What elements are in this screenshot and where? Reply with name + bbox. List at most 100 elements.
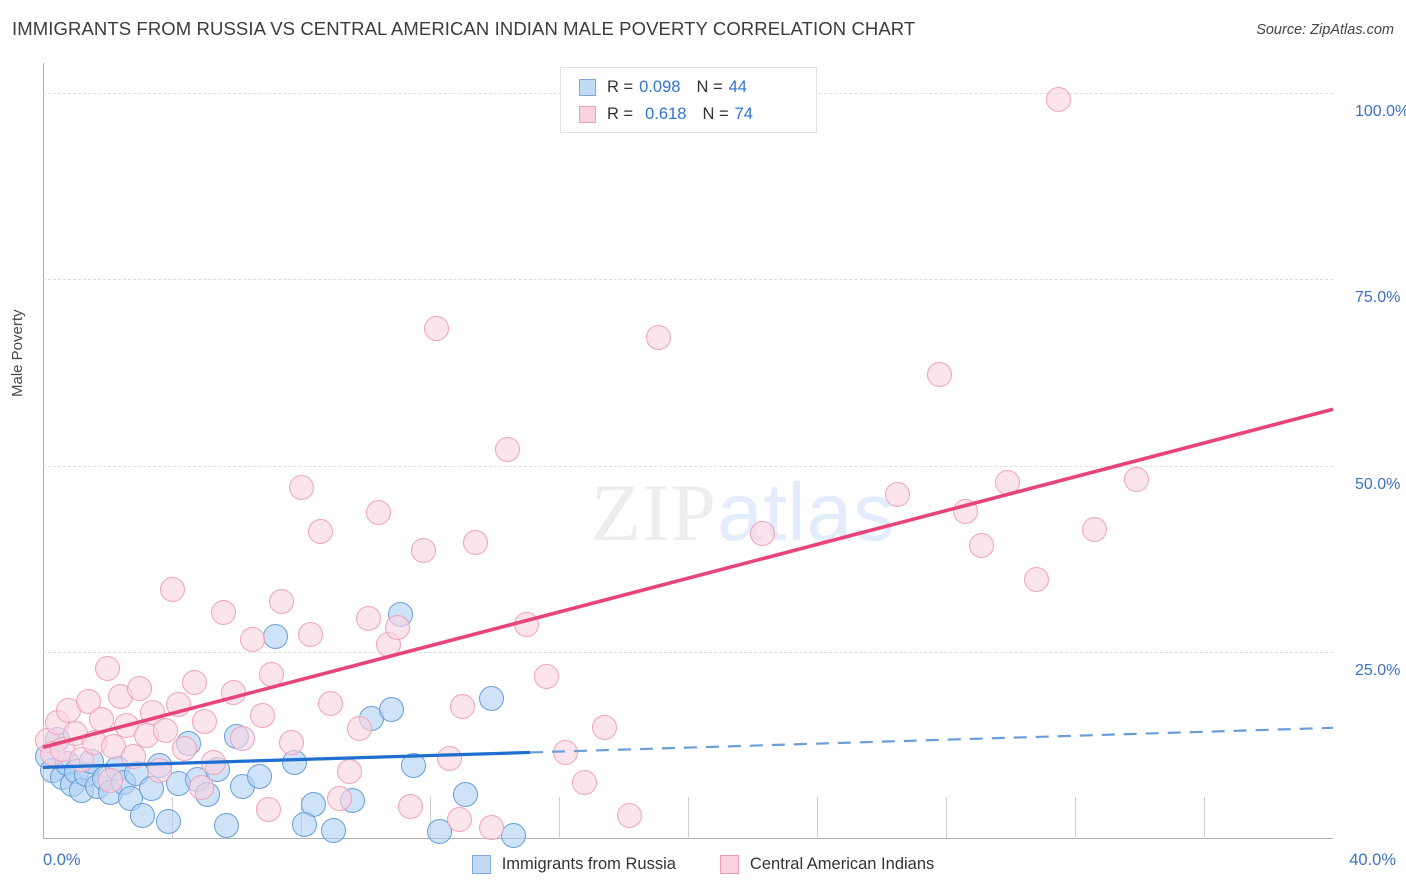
trendline-russia-dashed [529, 726, 1334, 754]
stats-row-pink: R = 0.618 N = 74 [579, 101, 816, 128]
scatter-point[interactable] [446, 807, 472, 833]
legend-item-russia[interactable]: Immigrants from Russia [471, 854, 676, 874]
scatter-point[interactable] [317, 690, 343, 716]
scatter-point[interactable] [494, 437, 520, 462]
scatter-point[interactable] [336, 758, 362, 784]
scatter-point[interactable] [327, 786, 353, 812]
series-legend: Immigrants from Russia Central American … [0, 848, 1406, 880]
scatter-point[interactable] [501, 822, 527, 848]
scatter-point[interactable] [291, 811, 317, 837]
trendline-russia-solid [42, 750, 531, 769]
scatter-point[interactable] [478, 815, 504, 841]
scatter-point[interactable] [378, 696, 404, 722]
scatter-point[interactable] [288, 475, 314, 501]
scatter-point[interactable] [462, 529, 488, 555]
series-swatch-blue [579, 79, 596, 96]
scatter-point[interactable] [572, 769, 598, 795]
trend-lines [42, 407, 1334, 769]
scatter-point[interactable] [156, 809, 182, 835]
scatter-point[interactable] [214, 813, 240, 839]
x-tick-5 [688, 797, 689, 839]
scatter-point[interactable] [191, 708, 217, 734]
x-tick-7 [946, 797, 947, 839]
scatter-point[interactable] [230, 725, 256, 751]
scatter-point[interactable] [411, 538, 437, 564]
scatter-point[interactable] [307, 519, 333, 545]
scatter-point[interactable] [188, 775, 214, 800]
scatter-point[interactable] [278, 730, 304, 756]
y-tick-label-50: 50.0% [1355, 475, 1401, 493]
y-tick-label-75: 75.0% [1355, 289, 1401, 307]
y-tick-label-25: 25.0% [1355, 662, 1401, 680]
source-label: Source: ZipAtlas.com [1256, 22, 1394, 38]
scatter-point[interactable] [298, 622, 324, 648]
scatter-point[interactable] [398, 794, 424, 820]
x-tick-9 [1204, 797, 1205, 839]
scatter-point[interactable] [478, 686, 504, 712]
trendline-central-american-indians [42, 407, 1334, 749]
scatter-point[interactable] [885, 481, 911, 507]
scatter-point[interactable] [130, 803, 156, 829]
x-tick-8 [1075, 797, 1076, 839]
scatter-point[interactable] [249, 703, 275, 729]
scatter-point[interactable] [591, 714, 617, 740]
scatter-point[interactable] [56, 698, 82, 724]
n-value-pink: 74 [734, 105, 753, 123]
scatter-point[interactable] [172, 736, 198, 762]
stats-row-blue: R = 0.098 N = 44 [579, 74, 816, 101]
scatter-point[interactable] [968, 532, 994, 558]
gridline-50 [43, 465, 1333, 467]
r-label-blue: R = [607, 78, 634, 96]
scatter-point[interactable] [617, 802, 643, 828]
scatter-point[interactable] [240, 626, 266, 652]
y-axis-line [43, 63, 44, 839]
r-value-pink: 0.618 [645, 105, 687, 123]
scatter-point[interactable] [127, 675, 153, 701]
n-label-blue: N = [696, 78, 723, 96]
scatter-point[interactable] [1123, 466, 1149, 492]
legend-swatch-russia [471, 854, 491, 874]
scatter-point[interactable] [153, 717, 179, 743]
scatter-point[interactable] [256, 797, 282, 823]
legend-swatch-central-american-indians [719, 854, 739, 874]
legend-label-central-american-indians: Central American Indians [749, 854, 935, 873]
scatter-point[interactable] [449, 694, 475, 720]
scatter-point[interactable] [365, 499, 391, 525]
scatter-point[interactable] [246, 763, 272, 789]
scatter-point[interactable] [211, 599, 237, 625]
x-axis-min-label: 0.0% [43, 851, 81, 869]
series-swatch-pink [579, 106, 596, 123]
scatter-point[interactable] [749, 520, 775, 546]
page-title: IMMIGRANTS FROM RUSSIA VS CENTRAL AMERIC… [12, 18, 916, 39]
x-tick-3 [430, 797, 431, 839]
gridline-25 [43, 652, 1333, 654]
x-tick-4 [559, 797, 560, 839]
scatter-point[interactable] [385, 615, 411, 641]
scatter-point[interactable] [436, 745, 462, 771]
scatter-point[interactable] [320, 817, 346, 843]
scatter-point[interactable] [356, 605, 382, 631]
y-tick-label-100: 100.0% [1355, 102, 1406, 120]
r-value-blue: 0.098 [639, 78, 681, 96]
scatter-point[interactable] [95, 656, 120, 682]
scatter-point[interactable] [1023, 566, 1049, 592]
scatter-point[interactable] [159, 576, 185, 602]
scatter-point[interactable] [182, 669, 208, 695]
scatter-point[interactable] [452, 781, 478, 807]
scatter-point[interactable] [533, 663, 559, 689]
plot-area: ZIPatlas [35, 63, 1334, 848]
n-value-blue: 44 [728, 78, 747, 96]
scatter-point[interactable] [423, 316, 449, 342]
legend-item-central-american-indians[interactable]: Central American Indians [719, 854, 935, 874]
scatter-point[interactable] [346, 716, 372, 742]
scatter-point[interactable] [98, 768, 124, 794]
scatter-point[interactable] [1046, 87, 1072, 113]
x-tick-6 [817, 797, 818, 839]
scatter-point[interactable] [927, 361, 953, 387]
scatter-point[interactable] [646, 325, 672, 351]
gridline-75 [43, 279, 1333, 281]
scatter-point[interactable] [269, 589, 295, 615]
chart-header: IMMIGRANTS FROM RUSSIA VS CENTRAL AMERIC… [0, 0, 1406, 56]
r-label-pink: R = [607, 105, 634, 123]
scatter-point[interactable] [1081, 516, 1107, 542]
